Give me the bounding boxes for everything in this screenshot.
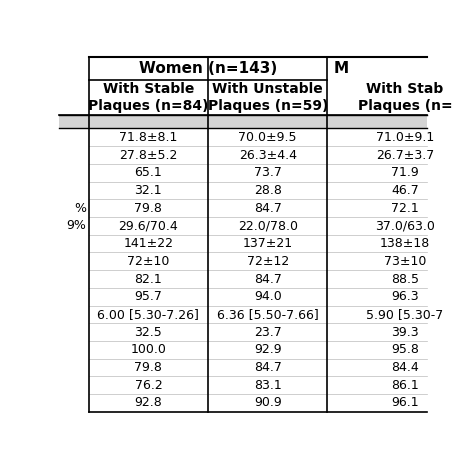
Text: 71.9: 71.9 xyxy=(391,166,419,179)
Text: 95.8: 95.8 xyxy=(391,343,419,356)
Bar xyxy=(59,341,427,359)
Text: 73±10: 73±10 xyxy=(384,255,426,268)
Bar xyxy=(59,270,427,288)
Bar xyxy=(59,288,427,306)
Text: 82.1: 82.1 xyxy=(135,273,162,285)
Bar xyxy=(59,394,427,412)
Text: 46.7: 46.7 xyxy=(391,184,419,197)
Bar xyxy=(59,217,427,235)
Text: 32.5: 32.5 xyxy=(135,326,162,338)
Text: 72±12: 72±12 xyxy=(246,255,289,268)
Text: 79.8: 79.8 xyxy=(135,361,162,374)
Text: Women (n=143): Women (n=143) xyxy=(139,61,277,76)
Text: 71.0±9.1: 71.0±9.1 xyxy=(376,131,434,144)
Text: 72.1: 72.1 xyxy=(391,201,419,215)
Bar xyxy=(59,128,427,146)
Text: 5.90 [5.30-7: 5.90 [5.30-7 xyxy=(366,308,444,321)
Text: 84.4: 84.4 xyxy=(391,361,419,374)
Bar xyxy=(59,57,427,80)
Bar xyxy=(59,115,427,128)
Bar xyxy=(59,323,427,341)
Text: 39.3: 39.3 xyxy=(391,326,419,338)
Text: 141±22: 141±22 xyxy=(123,237,173,250)
Text: 137±21: 137±21 xyxy=(243,237,293,250)
Bar xyxy=(59,200,427,217)
Text: With Unstable
Plaques (n=59): With Unstable Plaques (n=59) xyxy=(208,82,328,113)
Bar xyxy=(59,253,427,270)
Text: With Stab
Plaques (n=: With Stab Plaques (n= xyxy=(357,82,452,113)
Text: M: M xyxy=(334,61,349,76)
Bar xyxy=(59,306,427,323)
Text: 37.0/63.0: 37.0/63.0 xyxy=(375,219,435,232)
Text: 84.7: 84.7 xyxy=(254,361,282,374)
Text: 92.9: 92.9 xyxy=(254,343,282,356)
Text: 27.8±5.2: 27.8±5.2 xyxy=(119,148,178,162)
Text: 86.1: 86.1 xyxy=(391,379,419,392)
Text: 138±18: 138±18 xyxy=(380,237,430,250)
Text: 6.36 [5.50-7.66]: 6.36 [5.50-7.66] xyxy=(217,308,319,321)
Text: 88.5: 88.5 xyxy=(391,273,419,285)
Text: 76.2: 76.2 xyxy=(135,379,162,392)
Text: 96.1: 96.1 xyxy=(391,396,419,410)
Text: 96.3: 96.3 xyxy=(391,290,419,303)
Bar xyxy=(59,146,427,164)
Bar xyxy=(59,376,427,394)
Text: 23.7: 23.7 xyxy=(254,326,282,338)
Text: 90.9: 90.9 xyxy=(254,396,282,410)
Text: 22.0/78.0: 22.0/78.0 xyxy=(238,219,298,232)
Text: 71.8±8.1: 71.8±8.1 xyxy=(119,131,178,144)
Bar xyxy=(59,80,427,115)
Text: 95.7: 95.7 xyxy=(135,290,162,303)
Text: 6.00 [5.30-7.26]: 6.00 [5.30-7.26] xyxy=(98,308,199,321)
Text: 29.6/70.4: 29.6/70.4 xyxy=(118,219,178,232)
Text: 26.7±3.7: 26.7±3.7 xyxy=(376,148,434,162)
Text: %: % xyxy=(74,201,86,215)
Bar xyxy=(59,164,427,182)
Text: 94.0: 94.0 xyxy=(254,290,282,303)
Text: 83.1: 83.1 xyxy=(254,379,282,392)
Bar xyxy=(59,359,427,376)
Text: 65.1: 65.1 xyxy=(135,166,162,179)
Text: 32.1: 32.1 xyxy=(135,184,162,197)
Text: 70.0±9.5: 70.0±9.5 xyxy=(238,131,297,144)
Text: 100.0: 100.0 xyxy=(130,343,166,356)
Text: With Stable
Plaques (n=84): With Stable Plaques (n=84) xyxy=(88,82,209,113)
Text: 9%: 9% xyxy=(66,219,86,232)
Text: 72±10: 72±10 xyxy=(127,255,170,268)
Text: 28.8: 28.8 xyxy=(254,184,282,197)
Text: 84.7: 84.7 xyxy=(254,273,282,285)
Bar xyxy=(59,235,427,253)
Text: 92.8: 92.8 xyxy=(135,396,162,410)
Bar xyxy=(59,182,427,200)
Text: 26.3±4.4: 26.3±4.4 xyxy=(239,148,297,162)
Text: 73.7: 73.7 xyxy=(254,166,282,179)
Text: 79.8: 79.8 xyxy=(135,201,162,215)
Text: 84.7: 84.7 xyxy=(254,201,282,215)
